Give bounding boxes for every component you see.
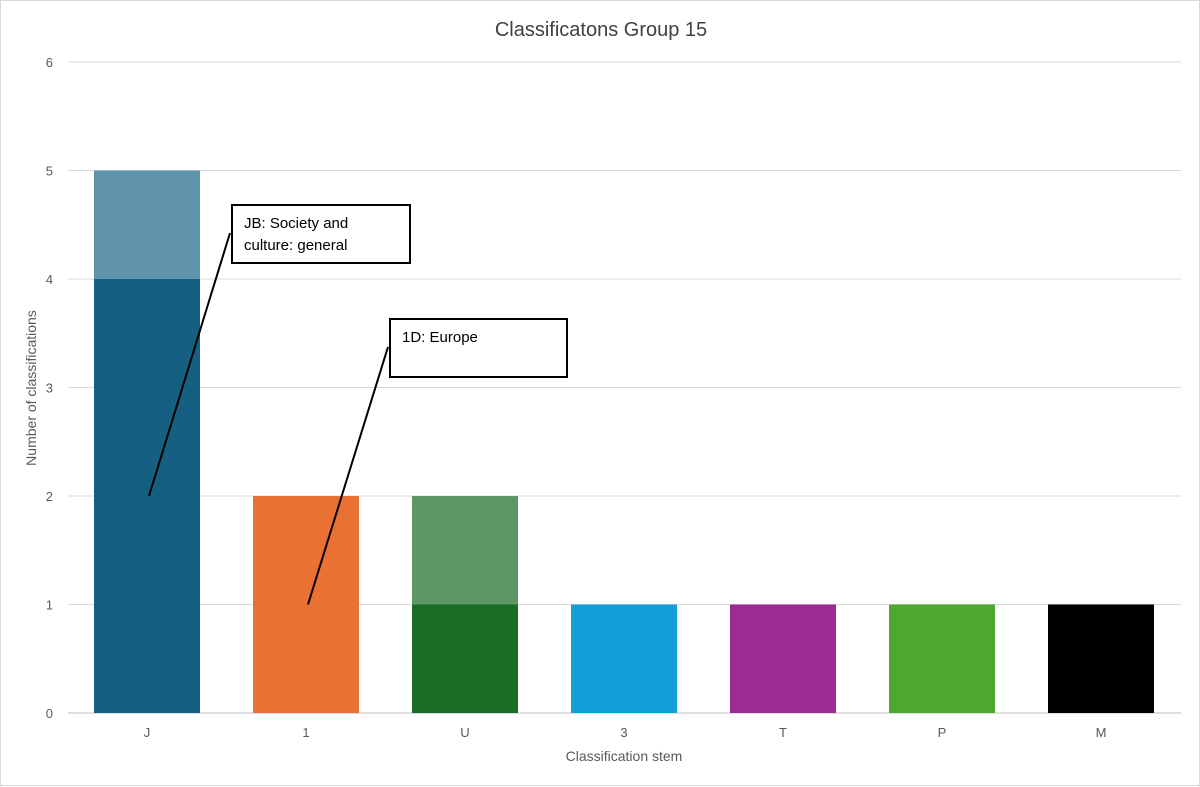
callout-leader-line (148, 232, 231, 497)
chart-title: Classificatons Group 15 (495, 19, 707, 41)
bar-3 (571, 604, 677, 713)
y-tick-label: 1 (46, 598, 53, 613)
x-tick-label: T (779, 725, 787, 740)
y-tick-label: 0 (46, 706, 53, 721)
bar-segment (253, 496, 359, 713)
callout: JB: Society and culture: general (148, 204, 411, 497)
x-tick-label: M (1096, 725, 1107, 740)
bar-P (889, 604, 995, 713)
y-tick-label: 4 (46, 272, 53, 287)
y-axis-ticks: 0 1 2 3 4 5 6 (46, 55, 53, 721)
bar-M (1048, 604, 1154, 713)
x-tick-label: U (460, 725, 469, 740)
y-tick-label: 6 (46, 55, 53, 70)
y-tick-label: 3 (46, 381, 53, 396)
x-tick-label: J (144, 725, 151, 740)
callout-label: JB: Society and (244, 215, 348, 232)
x-axis-ticks: J 1 U 3 T P M (144, 725, 1107, 740)
x-tick-label: 3 (620, 725, 627, 740)
bar-T (730, 604, 836, 713)
bar-segment (412, 496, 518, 605)
callout-label: 1D: Europe (402, 329, 478, 346)
bar-1 (253, 496, 359, 713)
bar-segment (412, 604, 518, 713)
bar-U (412, 496, 518, 713)
bar-segment (571, 604, 677, 713)
bar-segment (889, 604, 995, 713)
annotations: JB: Society and culture: general 1D: Europ… (148, 204, 568, 605)
x-axis-title: Classification stem (566, 748, 683, 764)
bar-J (94, 170, 200, 713)
bar-segment (94, 279, 200, 713)
callout-box (389, 318, 568, 378)
bar-segment (94, 170, 200, 279)
callout-label: culture: general (244, 237, 347, 254)
y-axis-title: Number of classifications (23, 310, 39, 466)
callout-box (231, 204, 411, 264)
callout: 1D: Europe (307, 318, 568, 605)
x-tick-label: P (938, 725, 947, 740)
callout-leader-line (307, 346, 389, 605)
bar-segment (730, 604, 836, 713)
y-tick-label: 5 (46, 164, 53, 179)
y-tick-label: 2 (46, 489, 53, 504)
x-tick-label: 1 (302, 725, 309, 740)
bars (94, 170, 1154, 713)
bar-segment (1048, 604, 1154, 713)
